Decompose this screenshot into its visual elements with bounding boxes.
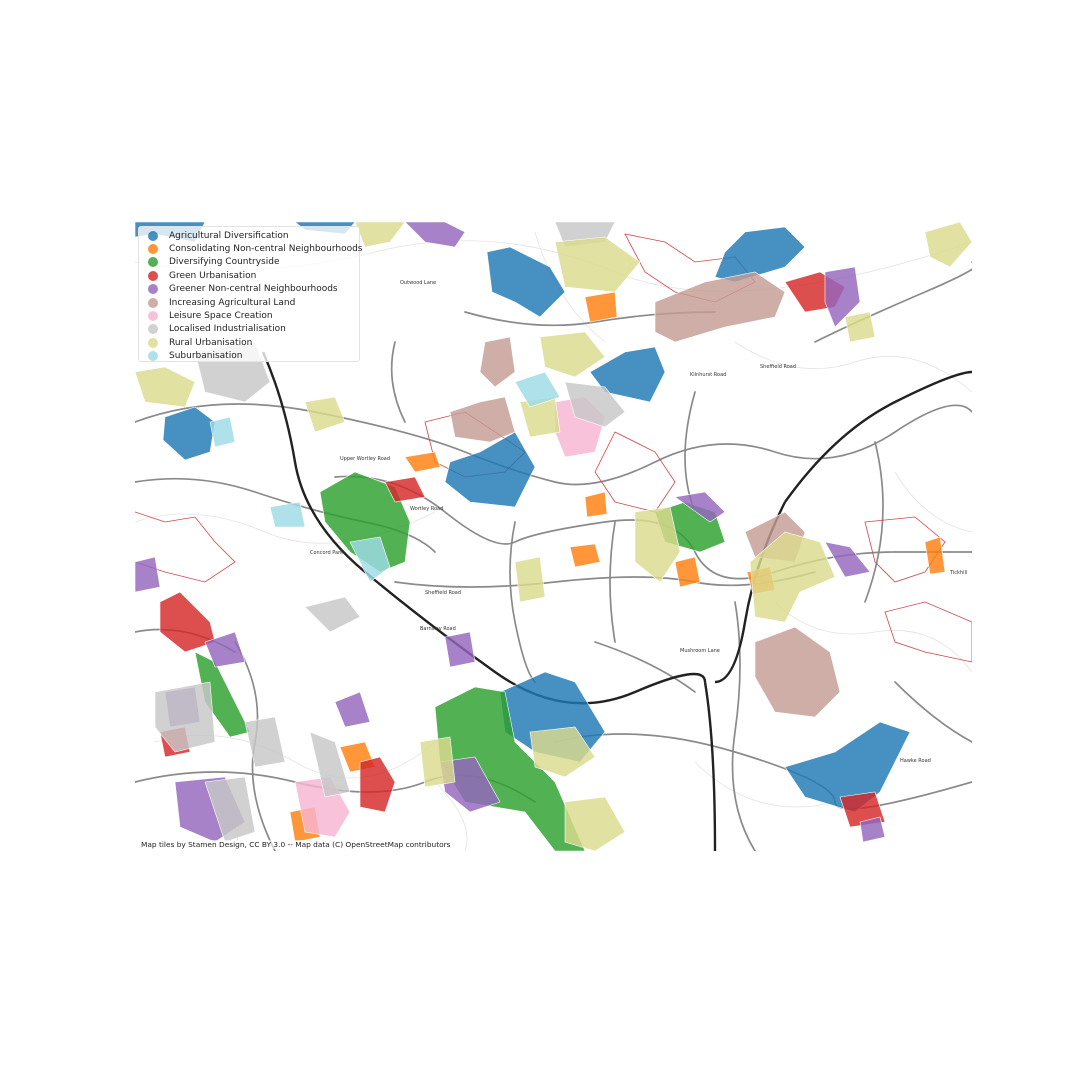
polygon-rural-urbanisation	[844, 311, 876, 343]
map-panel[interactable]: Sheffield Road Sheffield Road Wortley Ro…	[135, 222, 972, 851]
polygon-greener	[334, 691, 371, 728]
legend-item: Localised Industrialisation	[139, 323, 359, 336]
polygon-agricultural-diversification	[162, 406, 216, 461]
legend-label: Localised Industrialisation	[169, 324, 286, 335]
legend-swatch	[148, 257, 158, 268]
polygon-green-urbanisation	[359, 756, 396, 813]
road-label: Wortley Road	[410, 506, 443, 512]
legend-swatch	[148, 297, 158, 308]
map-attribution: Map tiles by Stamen Design, CC BY 3.0 --…	[139, 840, 453, 849]
polygon-green-urbanisation	[839, 791, 886, 828]
legend-label: Consolidating Non-central Neighbourhoods	[169, 244, 363, 255]
polygon-rural-urbanisation	[749, 531, 836, 623]
road-labels-layer: Sheffield Road Sheffield Road Wortley Ro…	[310, 280, 967, 764]
legend-item: Increasing Agricultural Land	[139, 296, 359, 309]
legend-label: Leisure Space Creation	[169, 311, 273, 322]
polygon-rural-urbanisation	[554, 236, 641, 293]
legend-item: Leisure Space Creation	[139, 309, 359, 322]
polygon-rural-urbanisation	[529, 726, 596, 778]
legend-item: Consolidating Non-central Neighbourhoods	[139, 242, 363, 255]
legend-label: Suburbanisation	[169, 351, 243, 362]
polygon-rural-urbanisation	[514, 556, 546, 603]
polygon-increasing-agricultural	[479, 336, 516, 388]
legend-label: Green Urbanisation	[169, 270, 257, 281]
polygon-rural-urbanisation	[564, 796, 626, 851]
polygon-increasing-agricultural	[449, 396, 516, 443]
legend-label: Diversifying Countryside	[169, 257, 280, 268]
map-canvas[interactable]: Sheffield Road Sheffield Road Wortley Ro…	[135, 222, 972, 851]
legend-swatch	[148, 284, 158, 295]
polygon-rural-urbanisation	[354, 222, 406, 248]
polygon-greener	[404, 222, 466, 248]
legend-swatch	[148, 244, 158, 255]
polygon-rural-urbanisation	[924, 222, 972, 268]
road-label: Sheffield Road	[425, 590, 461, 596]
legend-item: Agricultural Diversification	[139, 229, 359, 242]
legend-item: Diversifying Countryside	[139, 256, 359, 269]
road-label: Mushroom Lane	[680, 648, 720, 654]
road-label: Sheffield Road	[760, 364, 796, 370]
polygon-consolidating	[584, 491, 608, 518]
legend-label: Increasing Agricultural Land	[169, 297, 296, 308]
road-label: Outwood Lane	[400, 280, 436, 286]
legend-item: Suburbanisation	[139, 350, 359, 363]
polygon-rural-urbanisation	[135, 366, 196, 408]
polygon-greener	[135, 556, 161, 593]
polygon-localised-industrialisation	[244, 716, 286, 768]
map-legend: Agricultural Diversification Consolidatin…	[138, 226, 363, 363]
polygon-increasing-agricultural	[654, 271, 786, 343]
polygon-consolidating	[674, 556, 701, 588]
legend-label: Greener Non-central Neighbourhoods	[169, 284, 338, 295]
polygon-suburbanisation	[209, 416, 236, 448]
polygon-greener	[444, 631, 476, 668]
road-label: Tickhill	[949, 570, 967, 576]
polygon-greener	[674, 491, 726, 523]
polygon-suburbanisation	[349, 536, 391, 583]
road-label: Concord Park	[310, 550, 343, 556]
category-polygons-layer	[135, 222, 972, 851]
legend-swatch	[148, 337, 158, 348]
polygon-suburbanisation	[514, 371, 561, 408]
legend-item: Green Urbanisation	[139, 269, 359, 282]
legend-swatch	[148, 270, 158, 281]
polygon-rural-urbanisation	[539, 331, 606, 378]
legend-label: Rural Urbanisation	[169, 337, 253, 348]
road-label: Barnsley Road	[420, 626, 456, 632]
polygon-localised-industrialisation	[309, 731, 351, 798]
polygon-rural-urbanisation	[634, 506, 681, 583]
road-label: Upper Wortley Road	[340, 456, 390, 462]
polygon-greener	[439, 756, 501, 813]
legend-swatch	[148, 324, 158, 335]
road-label: Kilnhurst Road	[690, 372, 726, 378]
polygon-localised-industrialisation	[304, 596, 361, 633]
polygon-agricultural-diversification	[784, 721, 911, 813]
polygon-consolidating	[924, 536, 946, 575]
polygon-agricultural-diversification	[486, 246, 566, 318]
polygon-localised-industrialisation	[564, 381, 626, 428]
polygon-green-urbanisation	[384, 476, 426, 503]
polygon-increasing-agricultural	[754, 626, 841, 718]
road-label: Hawke Road	[900, 758, 931, 764]
polygon-consolidating	[584, 291, 618, 323]
polygon-localised-industrialisation	[154, 681, 216, 753]
legend-label: Agricultural Diversification	[169, 230, 289, 241]
polygon-greener	[204, 631, 246, 668]
polygon-agricultural-diversification	[444, 431, 536, 508]
legend-swatch	[148, 351, 158, 362]
polygon-greener	[824, 266, 861, 328]
legend-swatch	[148, 311, 158, 322]
polygon-localised-industrialisation	[204, 776, 256, 843]
polygon-rural-urbanisation	[419, 736, 456, 788]
polygon-greener	[859, 816, 886, 843]
legend-item: Greener Non-central Neighbourhoods	[139, 283, 359, 296]
legend-item: Rural Urbanisation	[139, 336, 359, 349]
polygon-greener	[824, 541, 871, 578]
polygon-agricultural-diversification	[714, 226, 806, 283]
polygon-diversifying-countryside	[319, 471, 411, 573]
polygon-consolidating	[569, 543, 601, 568]
polygon-consolidating	[404, 451, 441, 473]
legend-swatch	[148, 230, 158, 241]
polygon-rural-urbanisation	[304, 396, 346, 433]
polygon-suburbanisation	[269, 501, 306, 528]
